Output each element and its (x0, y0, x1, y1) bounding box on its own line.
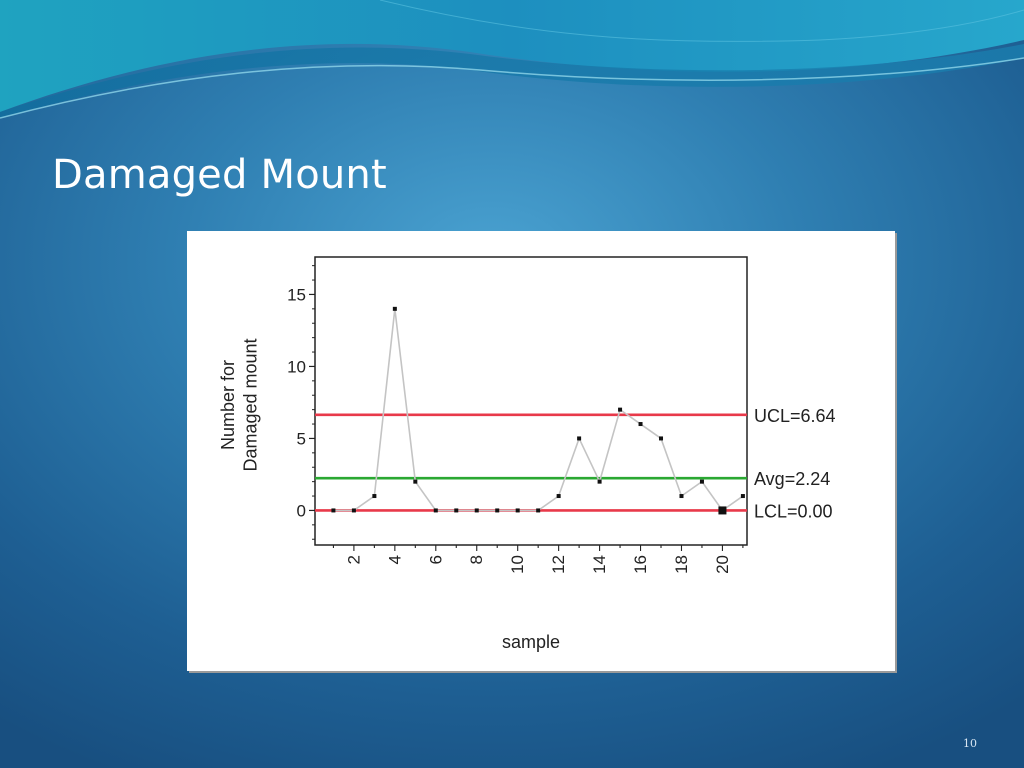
data-point (577, 436, 582, 441)
data-point (597, 479, 602, 484)
y-axis-label: Number for Damaged mount (218, 338, 261, 471)
plot-frame (314, 256, 748, 546)
y-tick-label: 0 (297, 501, 306, 520)
data-point (392, 306, 397, 311)
control-limit-label: UCL=6.64 (754, 406, 836, 426)
data-point (351, 508, 356, 513)
top-wave-decoration (0, 0, 1024, 119)
x-tick-label: 4 (385, 555, 404, 564)
data-point (679, 494, 684, 499)
data-point (536, 508, 541, 513)
x-tick-label: 2 (344, 555, 363, 564)
data-point (331, 508, 336, 513)
data-point (372, 494, 377, 499)
x-tick-label: 8 (467, 555, 486, 564)
control-limit-label: LCL=0.00 (754, 501, 833, 521)
x-tick-label: 14 (590, 555, 609, 574)
data-point (454, 508, 459, 513)
average-label: Avg=2.24 (754, 469, 830, 489)
page-number: 10 (963, 737, 977, 750)
x-tick-label: 10 (508, 555, 527, 574)
y-tick-label: 15 (287, 285, 306, 304)
data-point (413, 479, 418, 484)
highlighted-data-point (718, 506, 727, 515)
data-point (659, 436, 664, 441)
data-point (433, 508, 438, 513)
data-line (333, 308, 744, 512)
x-tick-label: 20 (713, 555, 732, 574)
x-axis-label: sample (502, 632, 560, 652)
control-chart: 0 5 10 15 2 4 6 8 10 12 14 16 18 20 sample Number for Da… (187, 231, 895, 671)
x-tick-label: 12 (549, 555, 568, 574)
data-point (474, 508, 479, 513)
data-point (699, 479, 704, 484)
x-tick-label: 6 (426, 555, 445, 564)
data-point (618, 407, 623, 412)
slide-title: Damaged Mount (52, 152, 387, 198)
data-point (515, 508, 520, 513)
x-tick-label: 18 (672, 555, 691, 574)
y-tick-label: 5 (297, 429, 306, 448)
data-point (740, 494, 745, 499)
data-point (495, 508, 500, 513)
data-point (556, 494, 561, 499)
x-tick-label: 16 (631, 555, 650, 574)
y-tick-label: 10 (287, 357, 306, 376)
data-point (638, 422, 643, 427)
control-chart-svg: 0 5 10 15 2 4 6 8 10 12 14 16 18 20 sample Number for Da… (218, 256, 836, 652)
